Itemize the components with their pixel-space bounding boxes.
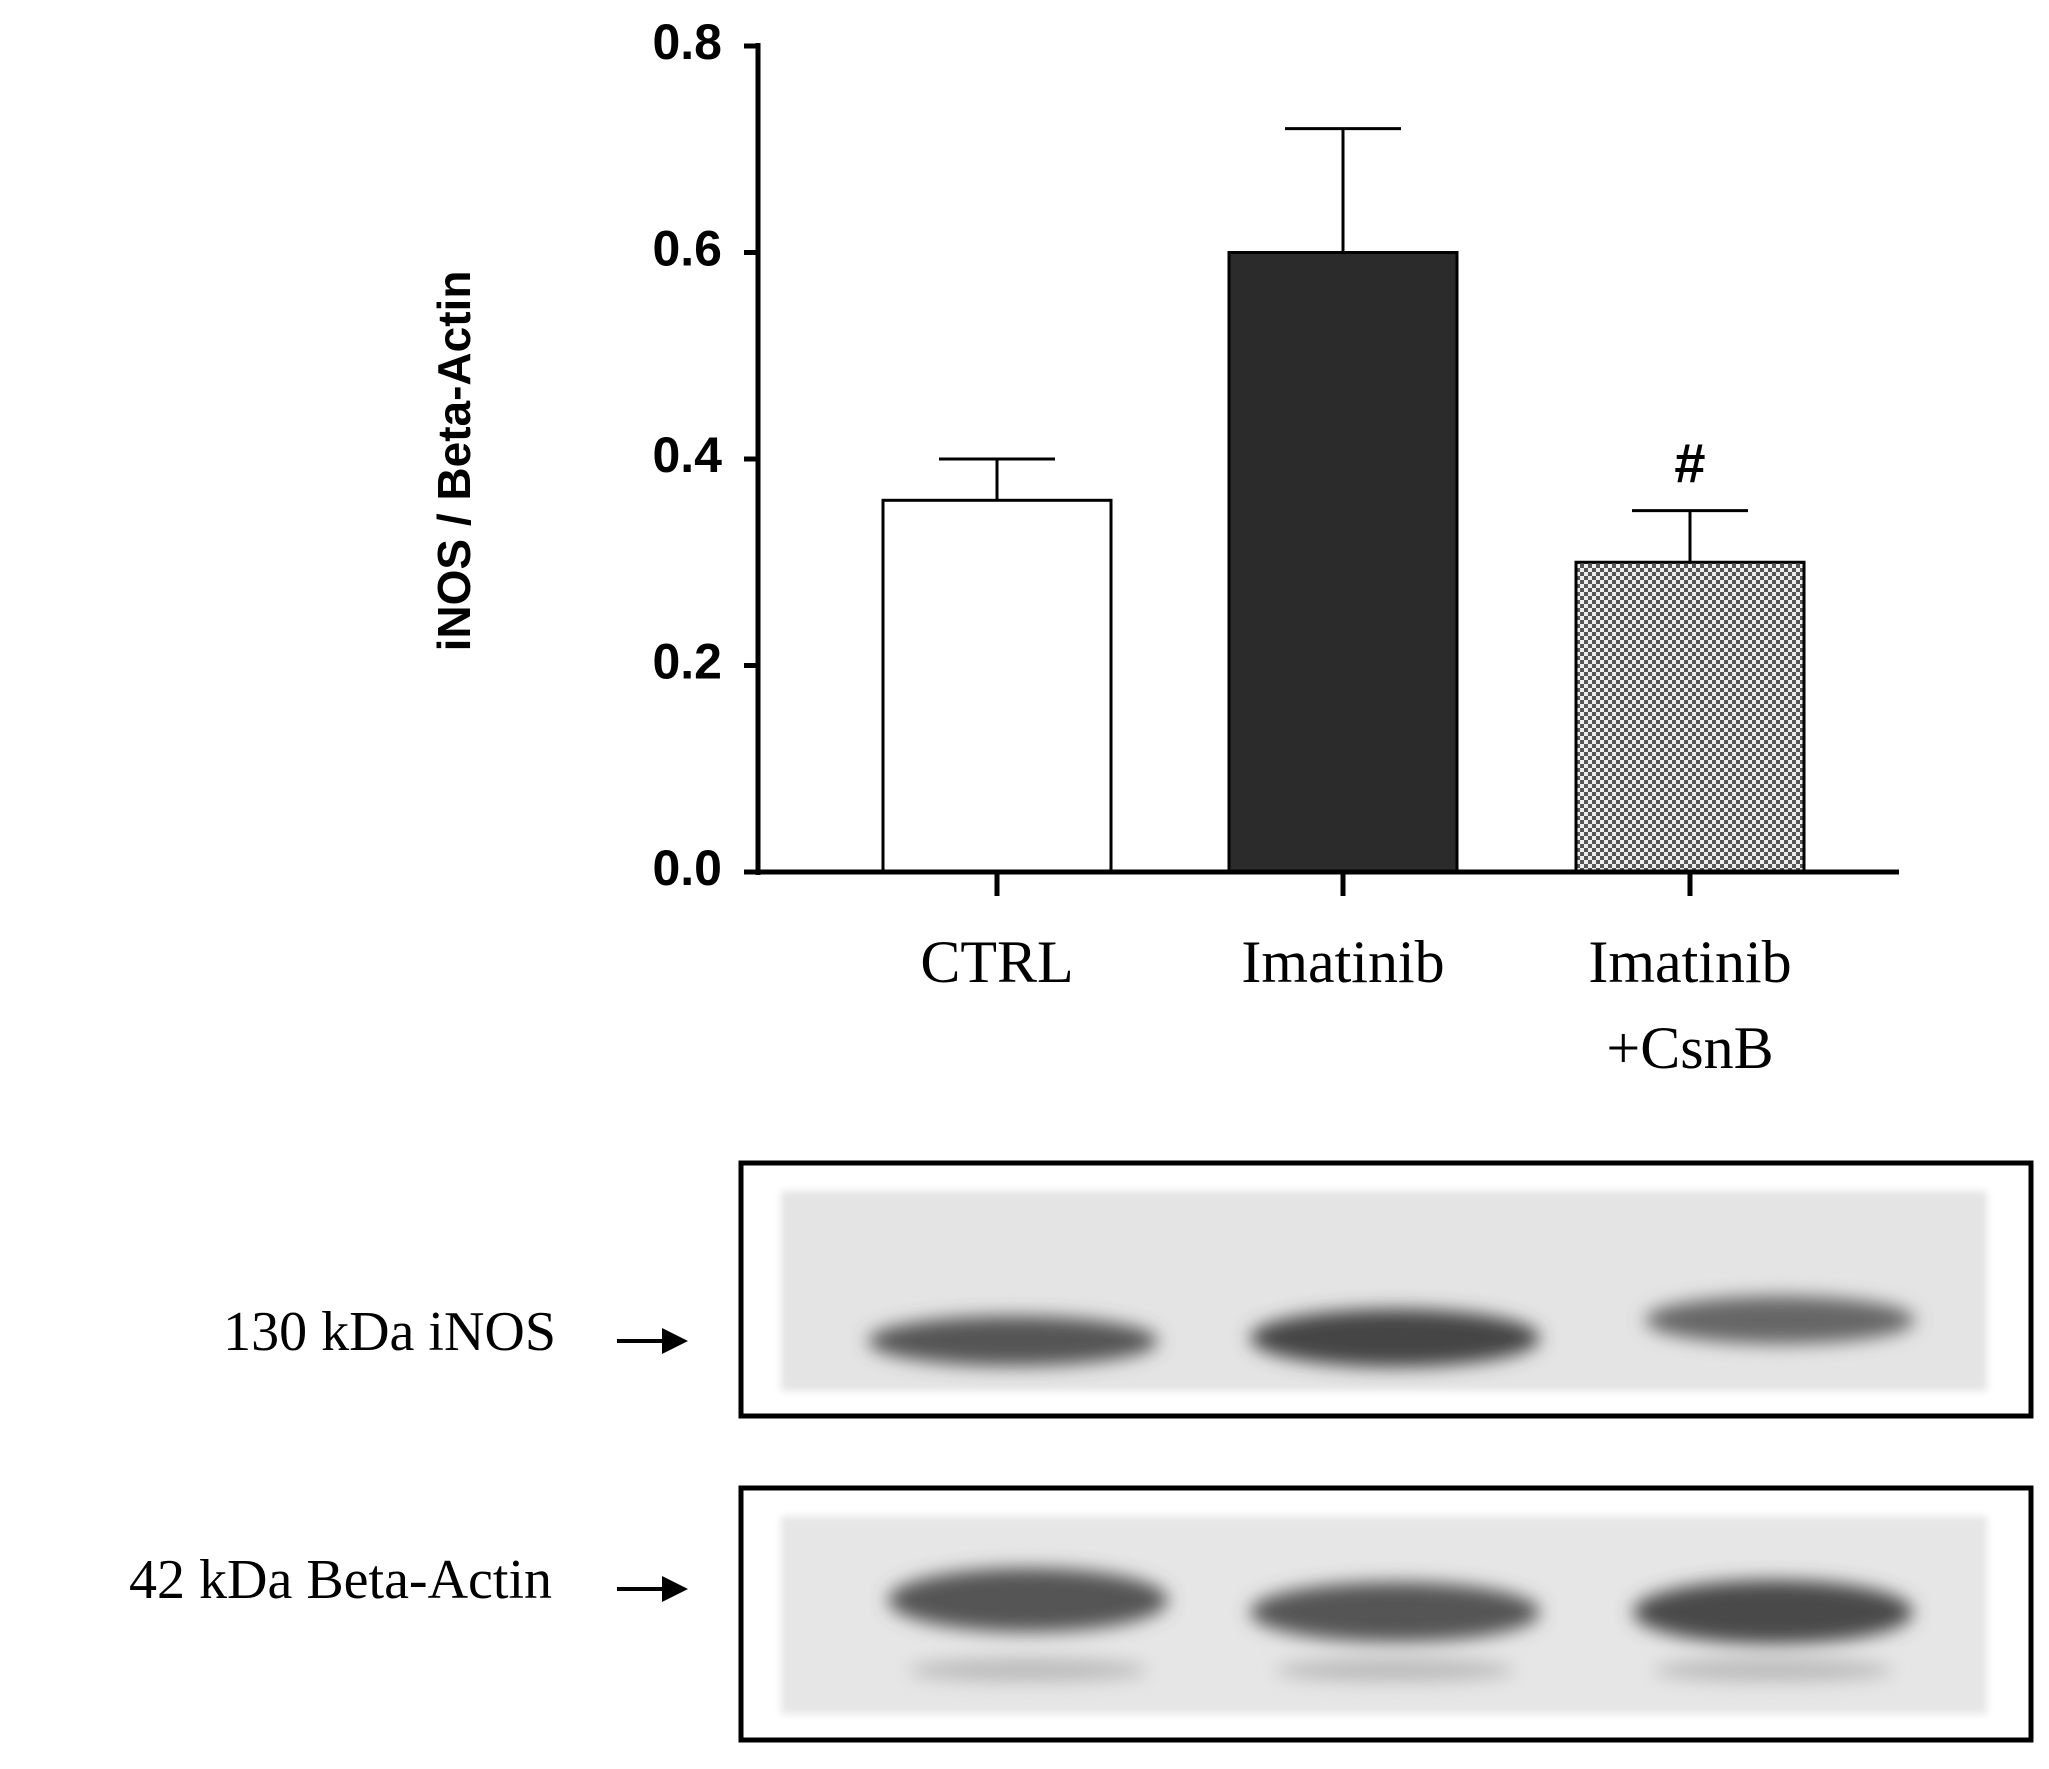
band-label: 42 kDa Beta-Actin (129, 1549, 552, 1611)
label-line: Imatinib (1588, 929, 1791, 995)
x-tick-label: CTRL (920, 929, 1073, 995)
arrow (617, 1576, 688, 1602)
bar (1574, 560, 1806, 874)
bands (868, 1296, 1915, 1367)
error-bar (939, 457, 1055, 501)
arrow (617, 1328, 688, 1354)
bar (1227, 251, 1459, 874)
y-tick-label: 0.4 (652, 427, 722, 483)
label-line: CTRL (920, 929, 1073, 995)
error-bar (1285, 127, 1401, 253)
band-label: 130 kDa iNOS (223, 1301, 556, 1363)
label-line: Imatinib (1241, 929, 1444, 995)
annotation: # (1674, 432, 1705, 495)
x-tick-label: Imatinib (1241, 929, 1444, 995)
bands (888, 1568, 1913, 1682)
bar (881, 498, 1113, 874)
y-tick-label: 0.6 (652, 221, 722, 277)
error-bar (1632, 509, 1748, 563)
y-tick-label: 0.8 (652, 14, 722, 70)
western-blot: 130 kDa iNOS 42 kDa Beta-Actin (129, 1160, 2034, 1743)
y-tick-label: 0.2 (652, 634, 722, 690)
y-tick-label: 0.0 (652, 840, 722, 896)
label-line: +CsnB (1606, 1015, 1773, 1081)
y-axis-label: iNOS / Beta-Actin (428, 271, 480, 652)
x-tick-label: Imatinib +CsnB (1588, 929, 1791, 1081)
